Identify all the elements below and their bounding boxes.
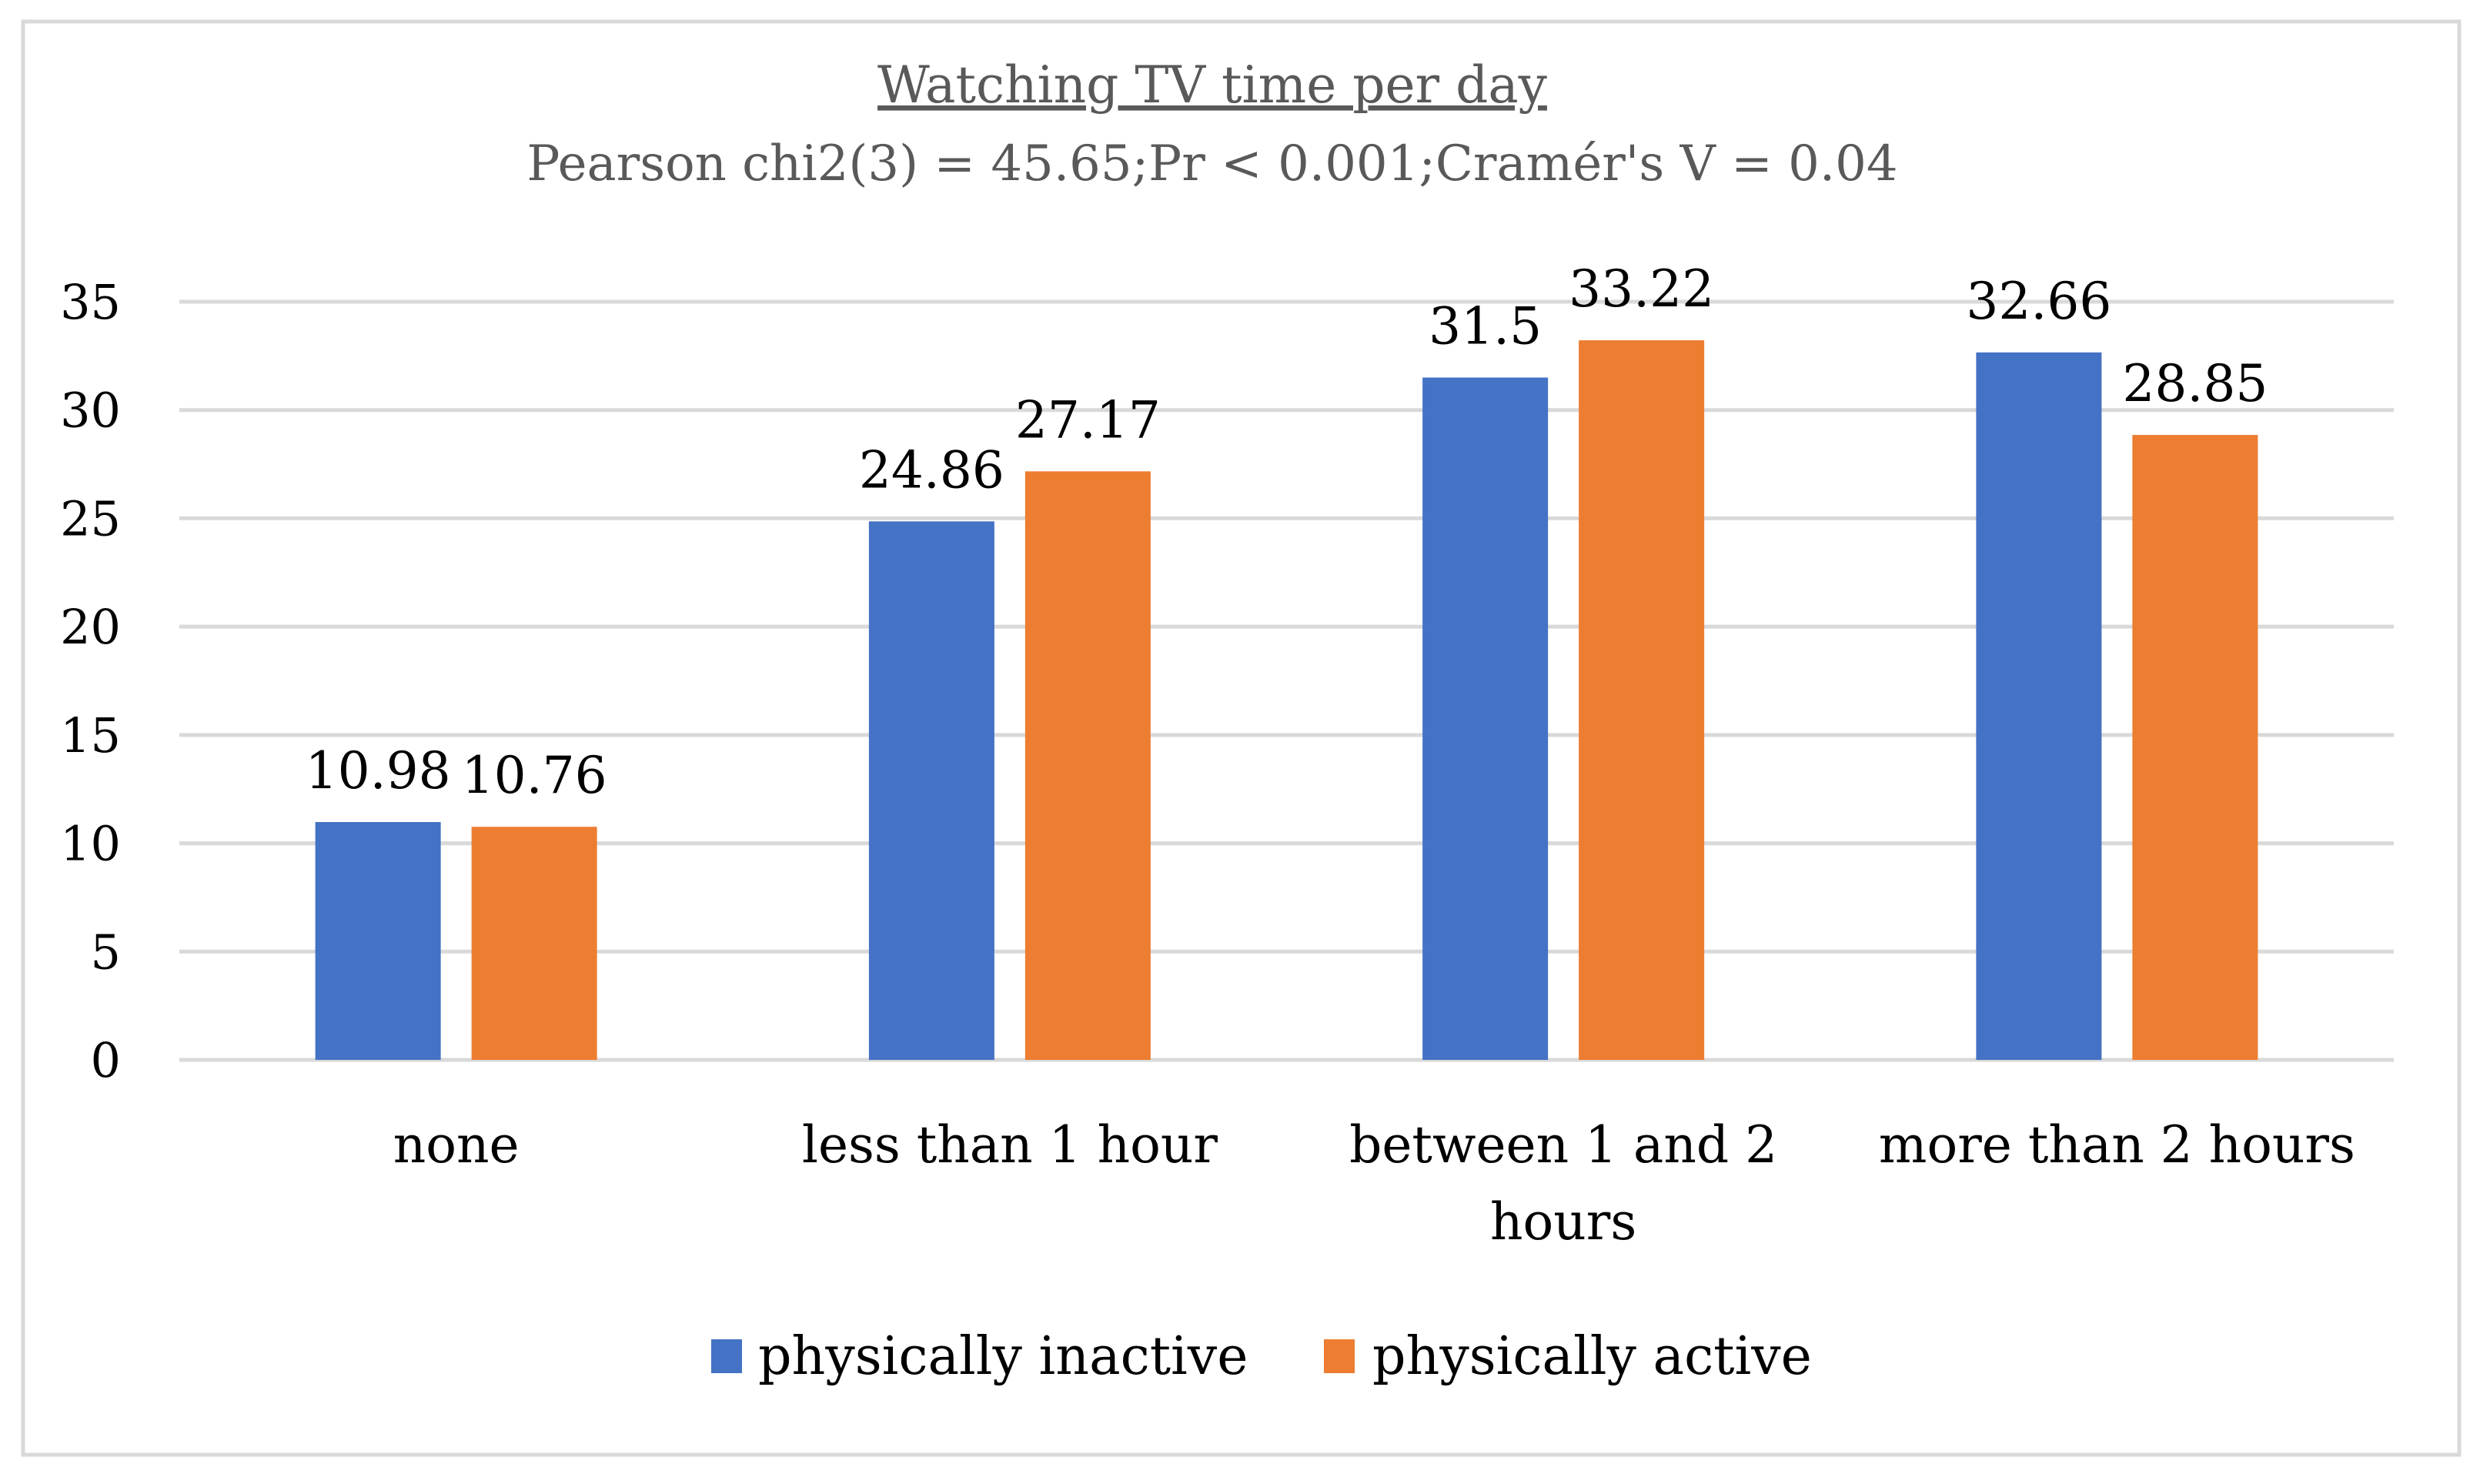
bar-physically-inactive-2: [1422, 377, 1549, 1060]
bar-physically-active-2: [1579, 340, 1705, 1060]
bar-physically-active-1: [1024, 471, 1151, 1060]
bar-physically-active-0: [471, 827, 597, 1060]
legend-swatch-physically-inactive: [711, 1339, 742, 1373]
data-label: 31.5: [1429, 297, 1542, 356]
x-category-label: hours: [1490, 1192, 1636, 1252]
bar-physically-inactive-1: [868, 521, 994, 1060]
y-tick-label: 0: [91, 1032, 121, 1088]
x-category-label: less than 1 hour: [802, 1115, 1218, 1175]
y-tick-label: 15: [60, 707, 121, 764]
data-label: 27.17: [1015, 390, 1161, 450]
data-label: 10.76: [462, 746, 607, 805]
legend-label: physically inactive: [758, 1326, 1248, 1387]
y-tick-label: 5: [91, 924, 121, 980]
data-label: 28.85: [2122, 354, 2268, 413]
x-category-label: none: [393, 1115, 520, 1175]
y-tick-label: 30: [60, 383, 121, 439]
legend: physically inactive physically active: [711, 1326, 1812, 1387]
x-category-label: between 1 and 2: [1349, 1115, 1777, 1175]
y-tick-label: 25: [60, 490, 121, 546]
y-tick-label: 35: [60, 274, 121, 330]
data-label: 24.86: [859, 440, 1004, 500]
legend-swatch-physically-active: [1324, 1339, 1355, 1373]
bar-physically-inactive-0: [315, 821, 441, 1060]
y-tick-label: 10: [60, 816, 121, 872]
x-category-label: more than 2 hours: [1879, 1115, 2355, 1175]
y-tick-label: 20: [60, 599, 121, 655]
bar-layer: [315, 340, 2258, 1061]
legend-label: physically active: [1372, 1326, 1812, 1387]
data-label: 33.22: [1569, 259, 1714, 319]
chart-title: Watching TV time per day: [877, 55, 1548, 115]
chart-subtitle: Pearson chi2(3) = 45.65;Pr < 0.001;Cramé…: [526, 135, 1897, 192]
data-label: 10.98: [306, 741, 451, 800]
y-axis-ticks: 0 5 10 15 20 25 30 35: [60, 274, 121, 1088]
bar-physically-inactive-3: [1976, 352, 2102, 1061]
data-label: 32.66: [1966, 272, 2111, 331]
bar-physically-active-3: [2132, 435, 2258, 1060]
x-axis-categories: none less than 1 hour between 1 and 2 hours…: [393, 1115, 2355, 1252]
